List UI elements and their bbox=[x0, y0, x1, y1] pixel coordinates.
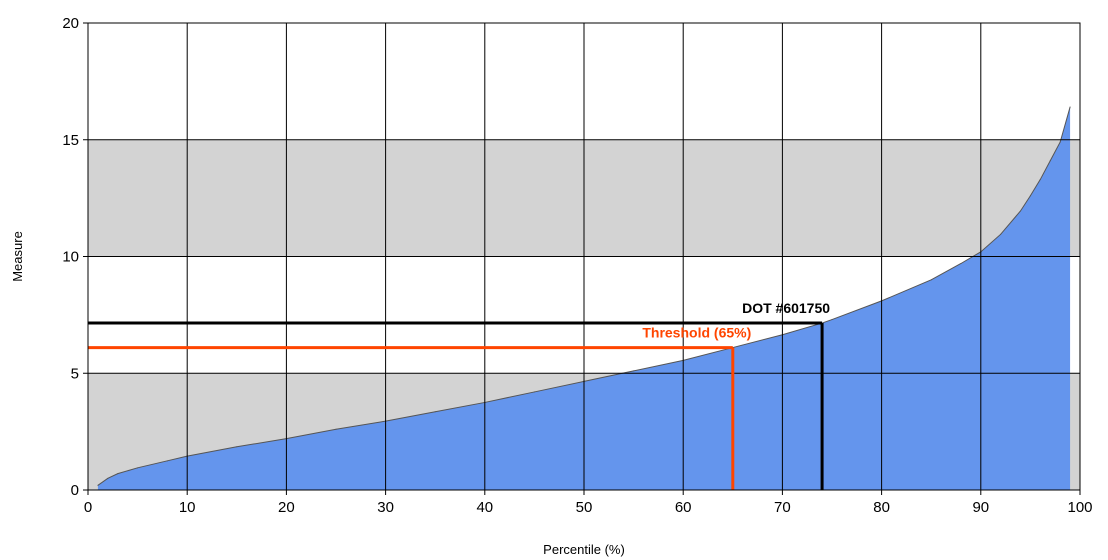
data-point bbox=[1019, 210, 1021, 212]
y-tick-label: 15 bbox=[62, 132, 79, 149]
x-tick-label: 60 bbox=[675, 499, 692, 516]
data-point bbox=[117, 473, 119, 475]
data-point bbox=[1000, 233, 1002, 235]
x-tick-label: 20 bbox=[278, 499, 295, 516]
data-point bbox=[533, 391, 535, 393]
marker-0: Threshold (65%) bbox=[88, 325, 751, 490]
y-tick-label: 0 bbox=[71, 482, 79, 499]
data-point bbox=[1049, 160, 1051, 162]
y-axis-label: Measure bbox=[10, 231, 25, 282]
x-tick-label: 40 bbox=[476, 499, 493, 516]
x-axis-label: Percentile (%) bbox=[543, 542, 625, 557]
y-tick-label: 10 bbox=[62, 249, 79, 266]
data-point bbox=[633, 370, 635, 372]
x-tick-label: 50 bbox=[576, 499, 593, 516]
marker-1: DOT #601750 bbox=[88, 300, 830, 490]
y-tick-label: 5 bbox=[71, 365, 79, 382]
data-point bbox=[831, 319, 833, 321]
x-tick-label: 10 bbox=[179, 499, 196, 516]
marker-lines: Threshold (65%) DOT #601750 bbox=[88, 300, 830, 490]
marker-label: Threshold (65%) bbox=[642, 325, 751, 341]
marker-label: DOT #601750 bbox=[742, 300, 830, 316]
data-point bbox=[1039, 178, 1041, 180]
data-point bbox=[236, 446, 238, 448]
data-point bbox=[1029, 195, 1031, 197]
data-point bbox=[1059, 141, 1061, 143]
data-point bbox=[97, 484, 99, 486]
axis-ticks: 0 10 20 30 40 50 60 70 80 90 100 0 5 10 15 20 bbox=[62, 15, 1092, 516]
x-tick-label: 80 bbox=[873, 499, 890, 516]
series-area-0 bbox=[97, 107, 1071, 490]
data-point bbox=[166, 460, 168, 462]
data-point bbox=[107, 477, 109, 479]
x-tick-label: 70 bbox=[774, 499, 791, 516]
data-point bbox=[434, 411, 436, 413]
data-point bbox=[335, 428, 337, 430]
data-point bbox=[930, 279, 932, 281]
x-tick-label: 90 bbox=[972, 499, 989, 516]
grid-lines bbox=[88, 23, 1080, 490]
y-tick-label: 20 bbox=[62, 15, 79, 32]
x-tick-label: 100 bbox=[1067, 499, 1092, 516]
x-tick-label: 0 bbox=[84, 499, 92, 516]
data-point bbox=[137, 467, 139, 469]
x-tick-label: 30 bbox=[377, 499, 394, 516]
data-point bbox=[1069, 106, 1071, 108]
data-point bbox=[960, 263, 962, 265]
